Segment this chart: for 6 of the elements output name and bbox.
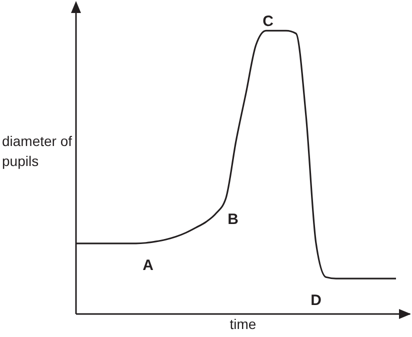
annotation: B xyxy=(228,211,239,228)
text: C xyxy=(262,13,274,30)
x-axis-title: time xyxy=(228,316,258,332)
annotation: A xyxy=(142,257,154,274)
y-axis-title: diameter of pupils xyxy=(2,132,74,171)
annotation: D xyxy=(310,292,322,309)
